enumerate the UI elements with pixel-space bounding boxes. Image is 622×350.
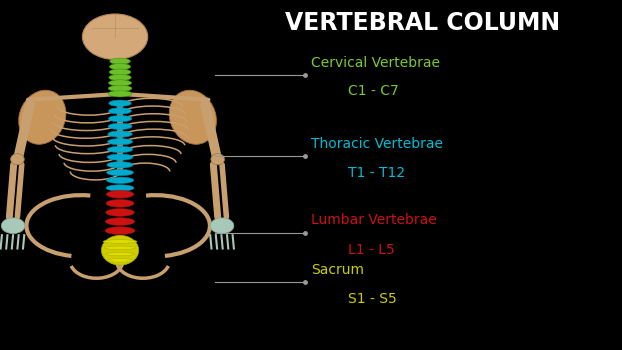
Ellipse shape [101,236,139,265]
Ellipse shape [106,169,134,176]
Ellipse shape [1,218,25,234]
Ellipse shape [169,90,216,144]
Text: VERTEBRAL COLUMN: VERTEBRAL COLUMN [285,10,560,35]
Ellipse shape [109,108,131,114]
Ellipse shape [106,185,134,191]
Text: Lumbar Vertebrae: Lumbar Vertebrae [311,214,437,228]
Ellipse shape [109,100,131,106]
Ellipse shape [82,14,147,60]
Ellipse shape [108,259,132,262]
Ellipse shape [210,218,234,234]
Ellipse shape [104,246,136,250]
Ellipse shape [19,90,66,144]
Ellipse shape [108,139,132,145]
Ellipse shape [108,85,132,91]
Bar [117,103,123,173]
Text: Thoracic Vertebrae: Thoracic Vertebrae [311,136,443,150]
Ellipse shape [106,252,134,256]
Ellipse shape [108,146,132,153]
Ellipse shape [108,131,132,137]
Text: C1 - C7: C1 - C7 [348,84,399,98]
Ellipse shape [11,154,24,165]
Ellipse shape [106,177,134,183]
Ellipse shape [109,58,130,64]
Ellipse shape [106,190,134,198]
Text: T1 - T12: T1 - T12 [348,166,406,180]
Ellipse shape [108,91,132,97]
Text: Sacrum: Sacrum [311,262,364,276]
Ellipse shape [109,75,131,81]
Ellipse shape [108,80,131,86]
Ellipse shape [109,64,131,70]
Ellipse shape [107,162,133,168]
Ellipse shape [106,209,134,216]
Text: S1 - S5: S1 - S5 [348,292,397,306]
Ellipse shape [107,154,133,160]
Ellipse shape [105,227,135,235]
Ellipse shape [211,154,225,165]
Ellipse shape [105,218,134,225]
Text: L1 - L5: L1 - L5 [348,243,395,257]
Ellipse shape [108,123,132,130]
Ellipse shape [108,116,132,122]
Ellipse shape [106,199,134,207]
Ellipse shape [109,69,131,75]
Text: Cervical Vertebrae: Cervical Vertebrae [311,56,440,70]
Ellipse shape [103,240,137,243]
